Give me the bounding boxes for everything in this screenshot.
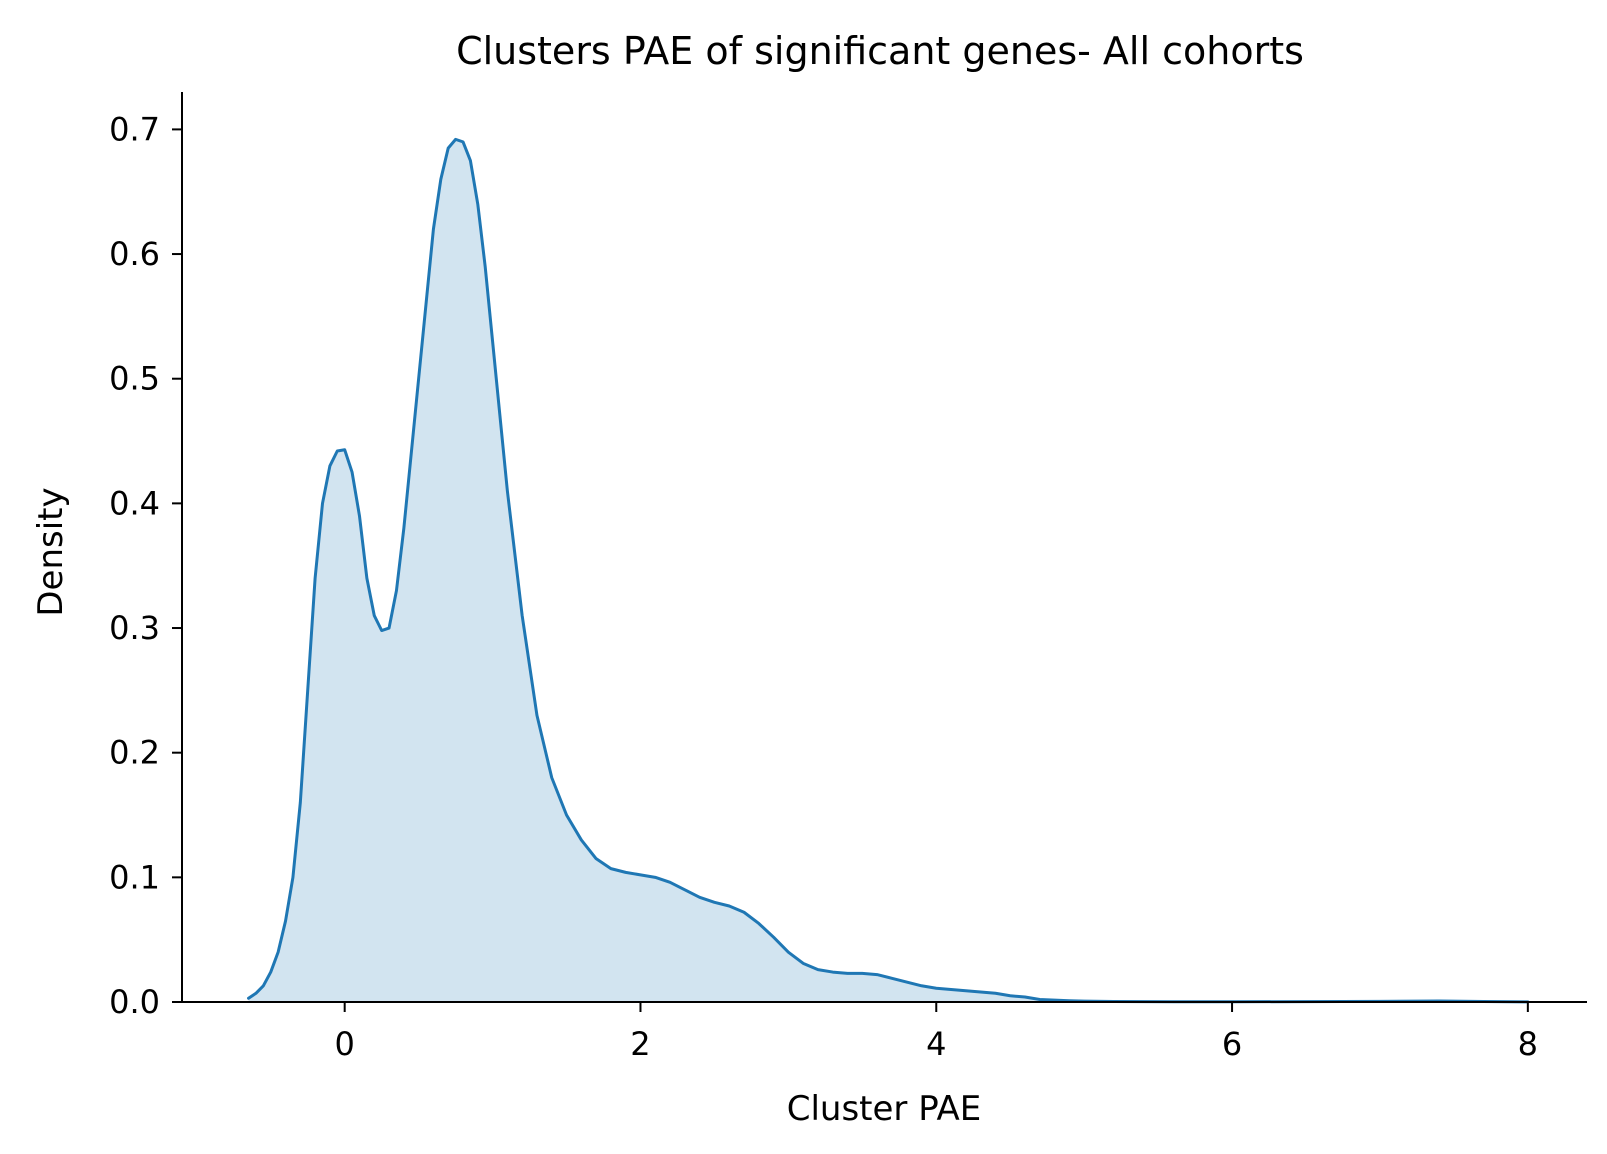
y-tick-label: 0.2 xyxy=(109,734,160,772)
y-ticks-layer: 0.0 0.1 0.2 0.3 0.4 0.5 0.6 0.7 xyxy=(109,110,182,1021)
plot-layer xyxy=(247,137,1530,1004)
x-tick-label: 4 xyxy=(926,1025,946,1063)
x-ticks-layer: 0 2 4 6 8 xyxy=(335,1002,1538,1063)
x-axis-label: Cluster PAE xyxy=(787,1089,982,1129)
y-tick-label: 0.6 xyxy=(109,235,160,273)
axes-layer xyxy=(181,92,1587,1003)
y-tick-label: 0.5 xyxy=(109,360,160,398)
y-tick-label: 0.3 xyxy=(109,609,160,647)
x-tick-label: 8 xyxy=(1518,1025,1538,1063)
density-line xyxy=(247,137,1530,1004)
x-tick-label: 2 xyxy=(630,1025,650,1063)
density-area xyxy=(248,139,1528,1002)
y-tick-label: 0.0 xyxy=(109,983,160,1021)
y-tick-label: 0.7 xyxy=(109,110,160,148)
x-tick-label: 0 xyxy=(335,1025,355,1063)
chart-title: Clusters PAE of significant genes- All c… xyxy=(456,29,1304,73)
y-tick-label: 0.1 xyxy=(109,858,160,896)
x-tick-label: 6 xyxy=(1222,1025,1242,1063)
y-tick-label: 0.4 xyxy=(109,484,160,522)
y-axis-label: Density xyxy=(31,487,71,616)
